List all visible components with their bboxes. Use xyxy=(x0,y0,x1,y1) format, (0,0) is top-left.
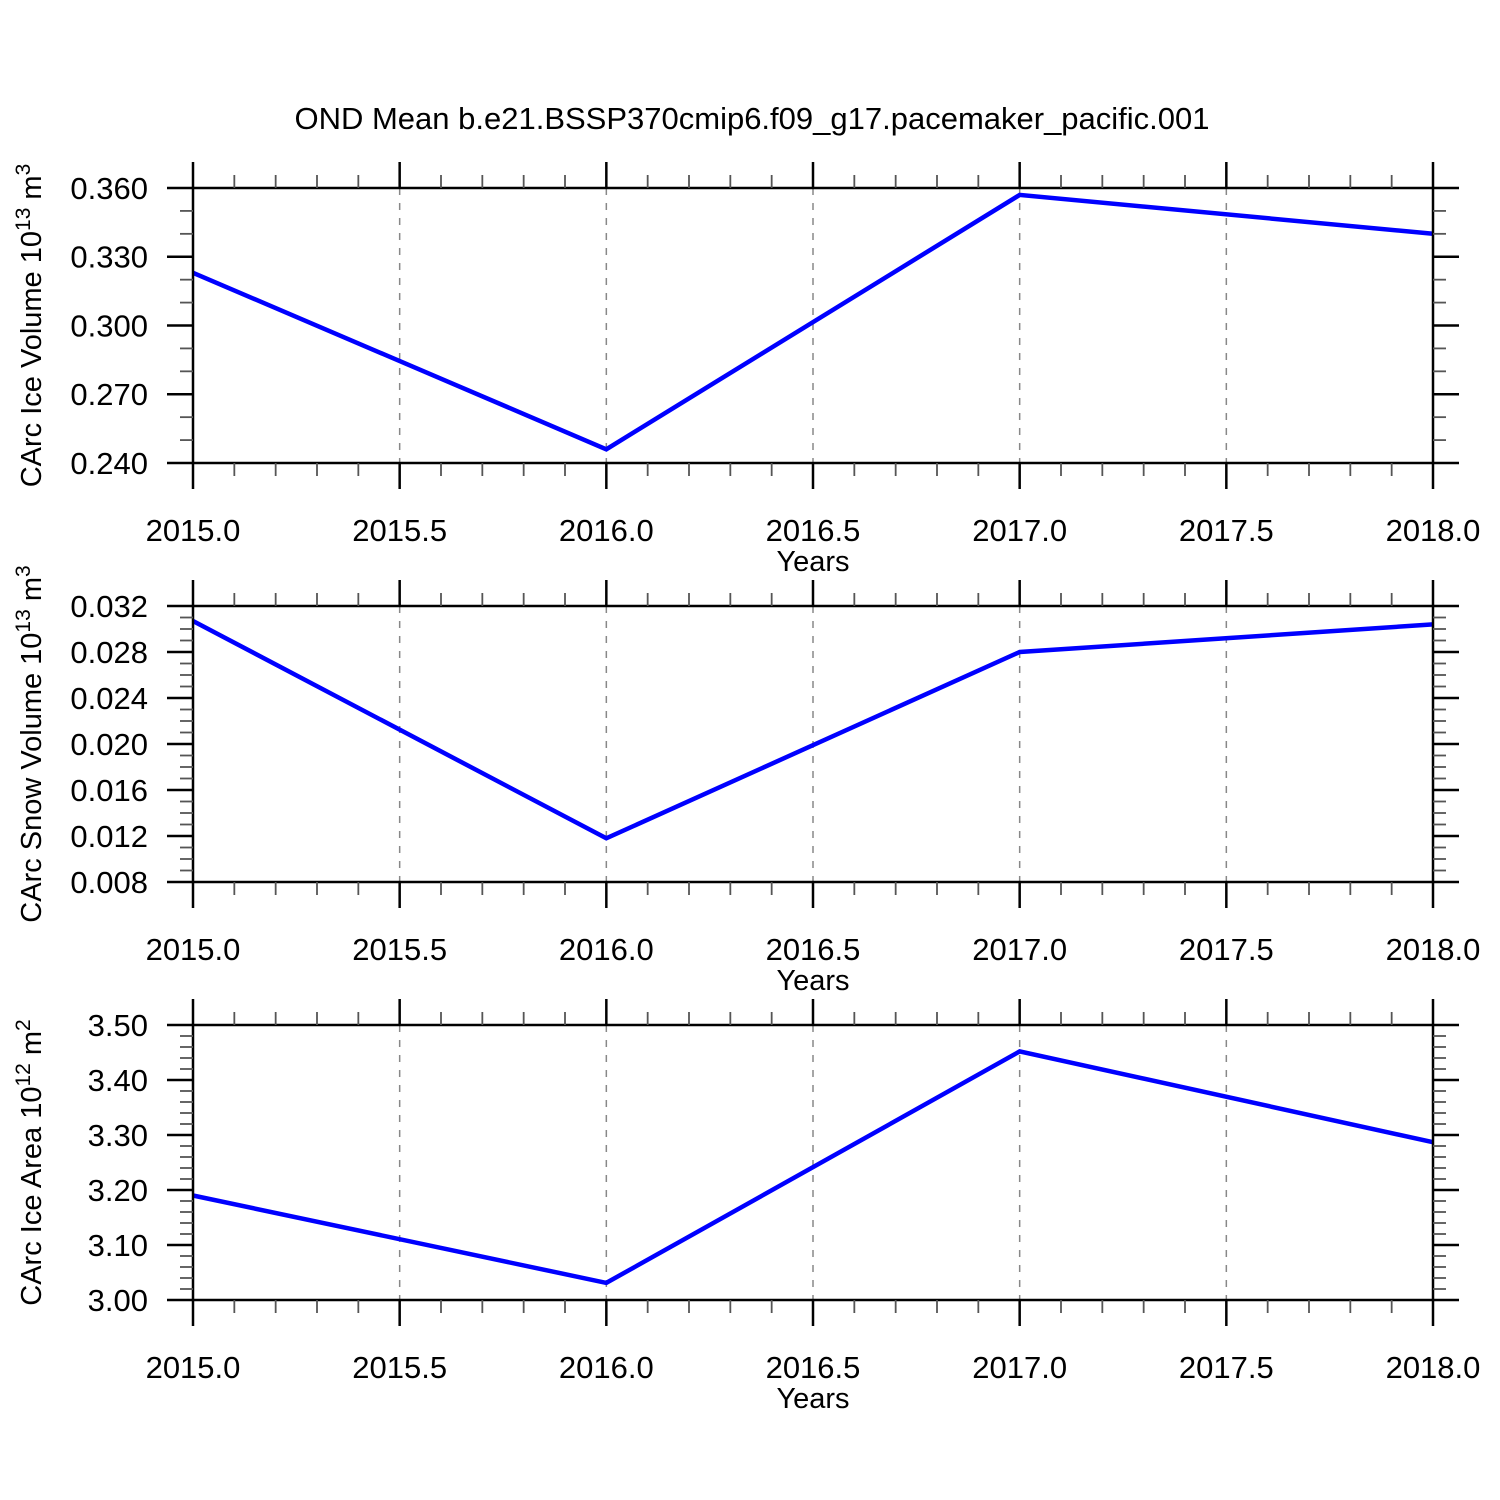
y-tick-label: 0.028 xyxy=(70,635,148,670)
x-tick-label: 2015.0 xyxy=(146,1350,241,1385)
y-axis-title: CArc Ice Volume 1013 m3 xyxy=(12,164,48,488)
panel-carc-snow-volume: 2015.0 2015.5 2016.0 2016.5 2017.0 2017.5 2018… xyxy=(12,565,1480,997)
x-axis-minor-ticks xyxy=(233,593,1393,895)
y-tick-label: 0.360 xyxy=(70,171,148,206)
panel-carc-ice-volume: 2015.0 2015.5 2016.0 2016.5 2017.0 2017.5 2018… xyxy=(12,162,1480,578)
y-tick-label: 0.024 xyxy=(70,681,148,716)
y-axis-ticks xyxy=(167,1023,1459,1302)
y-tick-label: 3.30 xyxy=(88,1118,148,1153)
x-tick-label: 2015.5 xyxy=(352,513,447,548)
x-axis-ticks xyxy=(191,162,1435,489)
chart-title: OND Mean b.e21.BSSP370cmip6.f09_g17.pace… xyxy=(294,101,1209,136)
y-tick-label: 3.10 xyxy=(88,1228,148,1263)
y-tick-label: 3.50 xyxy=(88,1008,148,1043)
y-tick-label: 0.330 xyxy=(70,240,148,275)
x-tick-label: 2016.0 xyxy=(559,932,654,967)
y-tick-label: 0.016 xyxy=(70,773,148,808)
panel-carc-ice-area: 2015.0 2015.5 2016.0 2016.5 2017.0 2017.5 2018… xyxy=(12,999,1480,1415)
y-tick-label: 0.008 xyxy=(70,865,148,900)
x-tick-label: 2017.5 xyxy=(1179,1350,1274,1385)
x-tick-label: 2018.0 xyxy=(1386,1350,1481,1385)
y-axis-minor-ticks xyxy=(180,210,1446,441)
y-tick-label: 0.300 xyxy=(70,308,148,343)
data-line xyxy=(192,1049,1434,1286)
y-axis-title: CArc Snow Volume 1013 m3 xyxy=(12,565,48,922)
x-axis-minor-ticks xyxy=(233,175,1393,476)
y-axis-ticks xyxy=(167,186,1459,465)
y-tick-label: 0.032 xyxy=(70,589,148,624)
x-tick-label: 2015.0 xyxy=(146,513,241,548)
x-tick-label: 2016.0 xyxy=(559,1350,654,1385)
x-tick-label: 2017.0 xyxy=(972,513,1067,548)
x-tick-label: 2017.0 xyxy=(972,932,1067,967)
y-tick-label: 0.240 xyxy=(70,446,148,481)
x-axis-minor-ticks xyxy=(233,1012,1393,1313)
x-tick-label: 2017.0 xyxy=(972,1350,1067,1385)
gridlines xyxy=(398,1025,1228,1300)
y-axis-ticks xyxy=(167,604,1459,884)
x-tick-label: 2017.5 xyxy=(1179,513,1274,548)
x-axis-title: Years xyxy=(776,546,849,578)
x-tick-label: 2018.0 xyxy=(1386,513,1481,548)
data-line xyxy=(191,619,1434,841)
y-tick-label: 0.012 xyxy=(70,819,148,854)
x-tick-label: 2018.0 xyxy=(1386,932,1481,967)
y-tick-label: 0.270 xyxy=(70,377,148,412)
y-tick-label: 0.020 xyxy=(70,727,148,762)
y-axis-minor-ticks xyxy=(180,1035,1446,1290)
data-line xyxy=(192,192,1434,452)
y-axis-title: CArc Ice Area 1012 m2 xyxy=(12,1019,48,1305)
x-axis-ticks xyxy=(191,580,1435,908)
y-tick-label: 3.00 xyxy=(88,1283,148,1318)
x-tick-label: 2016.5 xyxy=(766,1350,861,1385)
x-tick-label: 2017.5 xyxy=(1179,932,1274,967)
y-tick-label: 3.20 xyxy=(88,1173,148,1208)
x-axis-title: Years xyxy=(776,965,849,997)
x-tick-label: 2016.5 xyxy=(766,513,861,548)
x-tick-label: 2016.0 xyxy=(559,513,654,548)
x-tick-label: 2015.5 xyxy=(352,1350,447,1385)
x-axis-title: Years xyxy=(776,1383,849,1415)
y-axis-minor-ticks xyxy=(180,616,1446,872)
x-tick-label: 2016.5 xyxy=(766,932,861,967)
x-tick-label: 2015.0 xyxy=(146,932,241,967)
gridlines xyxy=(398,188,1228,463)
panels-group: 2015.0 2015.5 2016.0 2016.5 2017.0 2017.5 2018… xyxy=(12,162,1480,1415)
x-axis-ticks xyxy=(191,999,1435,1326)
y-tick-label: 3.40 xyxy=(88,1063,148,1098)
x-tick-label: 2015.5 xyxy=(352,932,447,967)
